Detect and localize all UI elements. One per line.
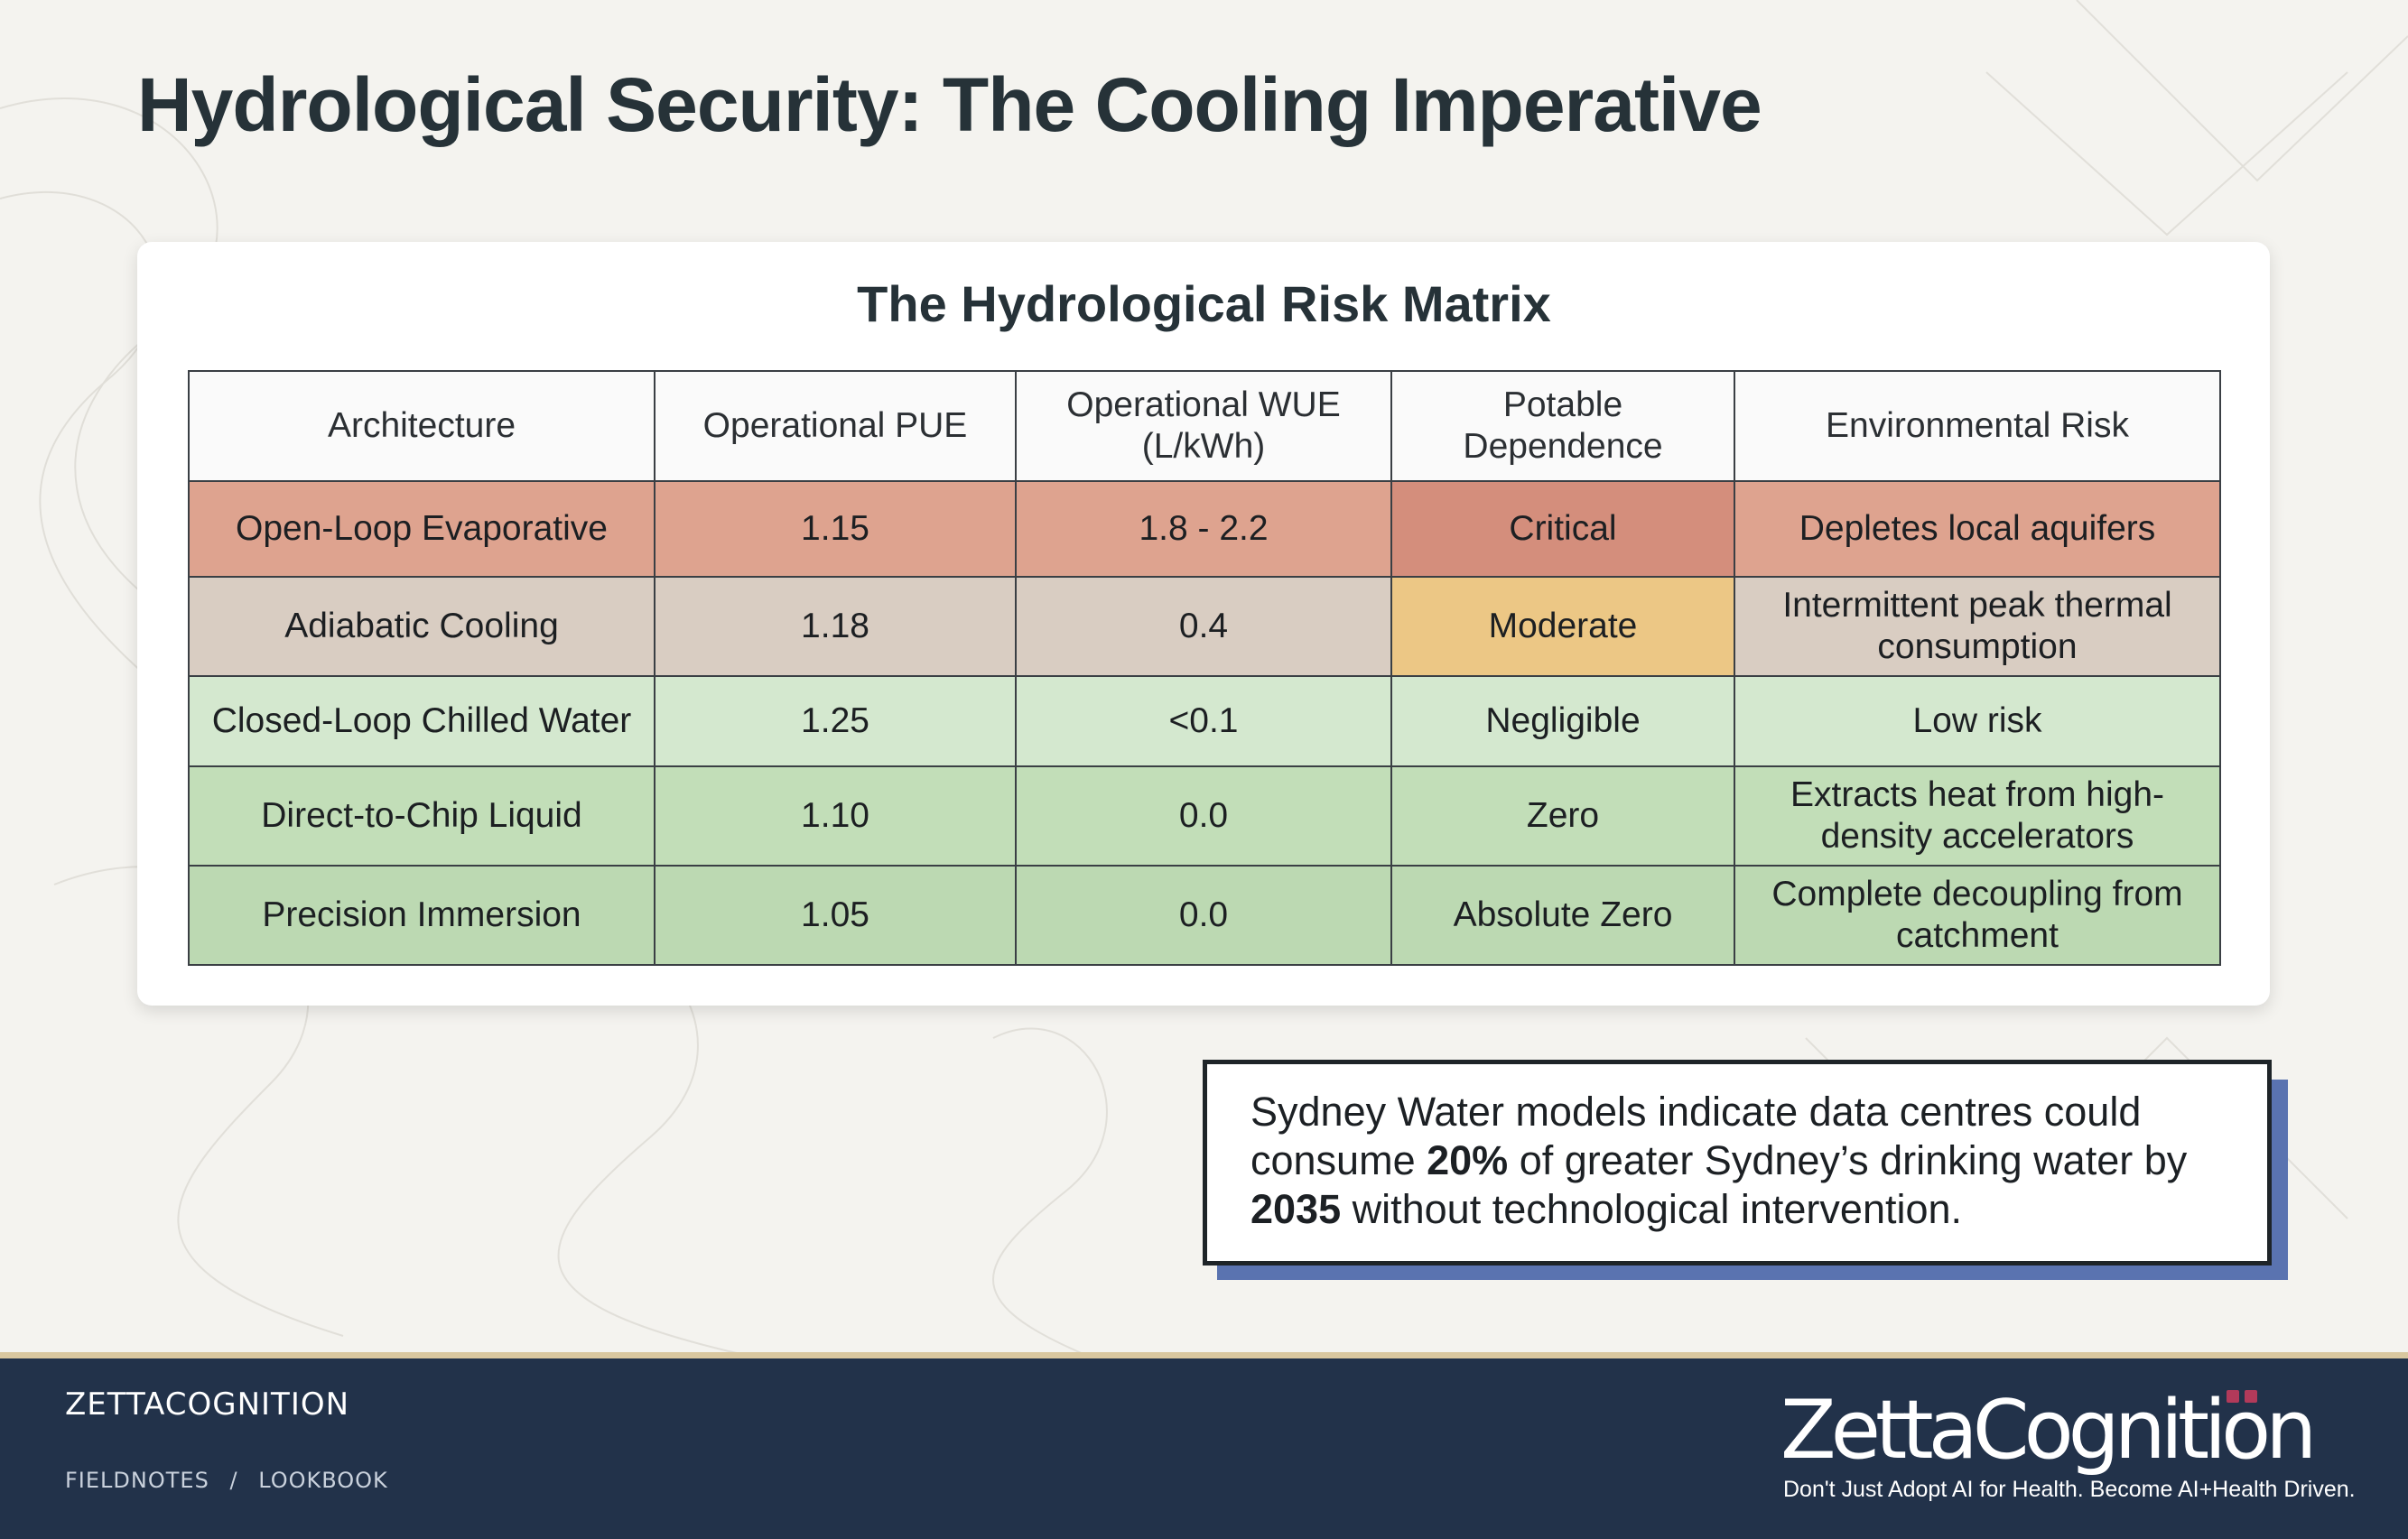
table-header-row: Architecture Operational PUE Operational… xyxy=(188,370,2221,482)
table-row: Direct-to-Chip Liquid 1.10 0.0 Zero Extr… xyxy=(188,765,2221,867)
cell-potable-dependence: Absolute Zero xyxy=(1390,865,1735,966)
risk-matrix-table: Architecture Operational PUE Operational… xyxy=(188,370,2221,966)
callout-highlight-year: 2035 xyxy=(1250,1186,1342,1232)
callout-text-before: Sydney Water models indicate data centre… xyxy=(1250,1089,2142,1183)
callout-text-middle: of greater Sydney’s drinking water by xyxy=(1508,1137,2188,1183)
callout-text-after: without technological intervention. xyxy=(1341,1186,1963,1232)
cell-architecture: Open-Loop Evaporative xyxy=(188,480,655,578)
cell-wue: 0.0 xyxy=(1015,865,1392,966)
table-row: Closed-Loop Chilled Water 1.25 <0.1 Negl… xyxy=(188,675,2221,767)
cell-potable-dependence: Zero xyxy=(1390,765,1735,867)
cell-potable-dependence: Moderate xyxy=(1390,576,1735,677)
cell-pue: 1.15 xyxy=(654,480,1017,578)
cell-potable-dependence: Critical xyxy=(1390,480,1735,578)
cell-architecture: Precision Immersion xyxy=(188,865,655,966)
table-row: Open-Loop Evaporative 1.15 1.8 - 2.2 Cri… xyxy=(188,480,2221,578)
cell-architecture: Adiabatic Cooling xyxy=(188,576,655,677)
footer-bar xyxy=(0,1352,2408,1539)
header-architecture: Architecture xyxy=(188,370,655,482)
header-environmental-risk: Environmental Risk xyxy=(1734,370,2221,482)
sydney-water-callout: Sydney Water models indicate data centre… xyxy=(1203,1060,2272,1266)
cell-environmental-risk: Complete decoupling from catchment xyxy=(1734,865,2221,966)
cell-pue: 1.10 xyxy=(654,765,1017,867)
cell-pue: 1.05 xyxy=(654,865,1017,966)
breadcrumb-separator: / xyxy=(229,1468,238,1493)
header-potable-dependence: Potable Dependence xyxy=(1390,370,1735,482)
cell-environmental-risk: Low risk xyxy=(1734,675,2221,767)
header-operational-pue: Operational PUE xyxy=(654,370,1017,482)
cell-architecture: Closed-Loop Chilled Water xyxy=(188,675,655,767)
header-operational-wue: Operational WUE (L/kWh) xyxy=(1015,370,1392,482)
cell-pue: 1.18 xyxy=(654,576,1017,677)
table-row: Adiabatic Cooling 1.18 0.4 Moderate Inte… xyxy=(188,576,2221,677)
cell-environmental-risk: Depletes local aquifers xyxy=(1734,480,2221,578)
table-row: Precision Immersion 1.05 0.0 Absolute Ze… xyxy=(188,865,2221,966)
cell-potable-dependence: Negligible xyxy=(1390,675,1735,767)
cell-wue: 0.0 xyxy=(1015,765,1392,867)
cell-pue: 1.25 xyxy=(654,675,1017,767)
breadcrumb-fieldnotes[interactable]: FIELDNOTES xyxy=(65,1468,209,1493)
cell-wue: 0.4 xyxy=(1015,576,1392,677)
footer-brand-name: ZETTACOGNITION xyxy=(65,1386,350,1423)
cell-environmental-risk: Intermittent peak thermal consumption xyxy=(1734,576,2221,677)
breadcrumb-lookbook[interactable]: LOOKBOOK xyxy=(258,1468,388,1493)
cell-wue: 1.8 - 2.2 xyxy=(1015,480,1392,578)
breadcrumb: FIELDNOTES / LOOKBOOK xyxy=(65,1468,401,1493)
callout-highlight-percent: 20% xyxy=(1427,1137,1509,1183)
cell-wue: <0.1 xyxy=(1015,675,1392,767)
cell-architecture: Direct-to-Chip Liquid xyxy=(188,765,655,867)
logo-tagline: Don't Just Adopt AI for Health. Become A… xyxy=(1783,1477,2356,1502)
cell-environmental-risk: Extracts heat from high-density accelera… xyxy=(1734,765,2221,867)
page-title: Hydrological Security: The Cooling Imper… xyxy=(137,62,1762,147)
matrix-title: The Hydrological Risk Matrix xyxy=(857,275,1551,332)
